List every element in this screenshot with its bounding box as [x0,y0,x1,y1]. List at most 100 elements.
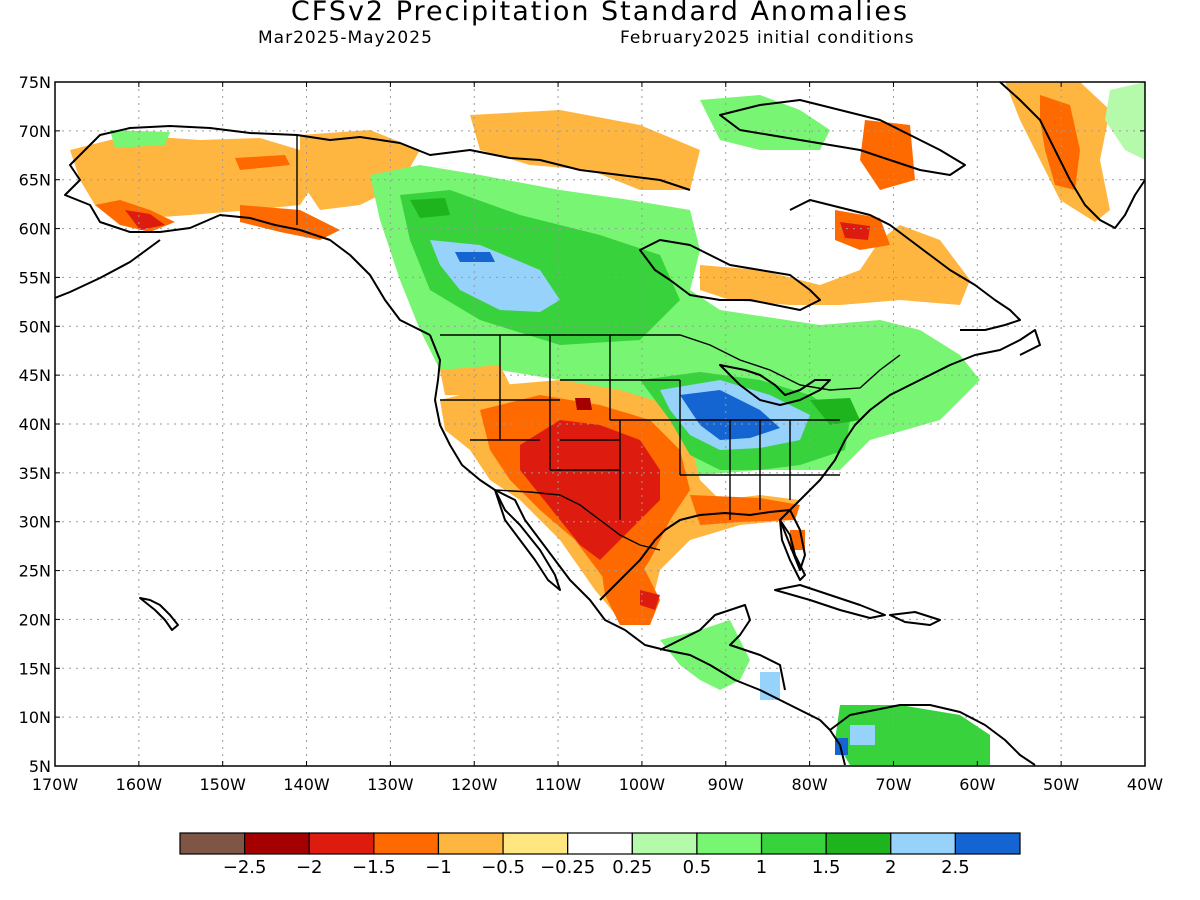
latitude-labels: 75N 70N 65N 60N 55N 50N 45N 40N 35N 30N 25N 20N 15N 1… [19,73,51,776]
lat-label: 25N [19,562,51,581]
northeast-wet [810,398,860,425]
lon-label: 110W [535,775,582,794]
lon-label: 70W [875,775,911,794]
lon-label: 100W [619,775,666,794]
gridlines [55,82,1145,766]
lat-label: 35N [19,464,51,483]
coastlines [55,82,1145,766]
colorbar-label: −1 [425,857,452,878]
colorbar-swatch [373,832,440,855]
alaska-west-coast [64,149,431,336]
colorbar-label: −1.5 [352,857,396,878]
baffin-east-dry [860,120,915,190]
alaska-southcoast-dry [240,205,340,240]
us-canada-border [440,334,901,391]
colorbar-swatch [954,832,1021,855]
colorbar-label: 1 [756,857,767,878]
yucatan-coast [659,604,786,691]
lat-label: 70N [19,122,51,141]
alaska-dry-spot [125,210,165,230]
canada-extreme-wet [455,252,495,262]
lon-label: 90W [708,775,744,794]
lat-label: 65N [19,171,51,190]
great-lakes [719,364,831,406]
axis-ticks [54,81,1146,767]
baffin-island [719,99,966,176]
lon-label: 120W [451,775,498,794]
hudson-bay-coast [639,239,821,311]
four-corners-spot [575,398,592,410]
forecast-period: Mar2025-May2025 [258,28,433,48]
cuba [774,584,886,619]
ohio-valley-extreme-wet [680,390,780,440]
greenland-dry-core [1040,95,1080,190]
greenland-wet [1105,82,1145,160]
lon-label: 140W [283,775,330,794]
colorbar-swatch [631,832,698,855]
greenland-coast [999,82,1145,229]
alaska-west-dry [235,155,290,170]
lon-label: 80W [792,775,828,794]
lon-label: 40W [1127,775,1163,794]
lon-label: 170W [32,775,79,794]
gulf-coast-dry [690,495,800,525]
lat-label: 60N [19,220,51,239]
labrador-coast [789,199,1021,331]
alaska-dry-region [70,135,320,220]
longitude-labels: 170W 160W 150W 140W 130W 120W 110W 100W 90W 80W 70… [32,775,1163,794]
colorbar-label: 1.5 [812,857,841,878]
florida [779,519,806,581]
arctic-islands-green [700,95,830,150]
colorbar-label: −2.5 [223,857,267,878]
lat-label: 5N [29,757,51,776]
us-mexico-border [494,489,661,551]
colorbar-label: −0.25 [540,857,595,878]
lat-label: 55N [19,268,51,287]
lon-label: 160W [116,775,163,794]
colorbar-swatch [760,832,827,855]
south-america-coast [829,704,1036,766]
colorbar-swatch [437,832,504,855]
colorbar-swatch [179,832,246,855]
colorbar-label: 0.25 [612,857,652,878]
lat-label: 20N [19,610,51,629]
baffin-dry [470,110,700,190]
aleutian-chain [55,239,161,299]
lat-label: 10N [19,708,51,727]
hawaii [139,597,179,631]
hispaniola [889,611,941,626]
colorbar-swatch [567,832,633,855]
lon-label: 50W [1043,775,1079,794]
baja-california [494,489,561,591]
lon-label: 130W [367,775,414,794]
lat-label: 75N [19,73,51,92]
lon-label: 60W [959,775,995,794]
quebec-dry-region [700,225,970,305]
colorbar-swatch [696,832,763,855]
colorbar-swatch [308,832,375,855]
colorbar-swatch [825,832,892,855]
lat-label: 50N [19,317,51,336]
hudson-bay-green [410,198,450,218]
lat-label: 15N [19,659,51,678]
state-lines [440,335,840,520]
colorbar-label: −2 [296,857,323,878]
pacific-nw-dry [440,365,510,395]
lat-label: 40N [19,415,51,434]
lon-label: 150W [200,775,247,794]
colorbar-swatch [502,832,569,855]
colorbar-label: 0.5 [683,857,712,878]
mexico-dry [600,560,660,625]
colorbar-swatch [244,832,310,855]
initial-conditions: February2025 initial conditions [620,28,915,48]
colorbar-swatch [890,832,956,855]
south-america-wet [835,705,990,765]
colorbar-label: 2 [885,857,896,878]
colorbar-label: 2.5 [941,857,970,878]
south-america-very-wet [850,725,875,745]
colorbar: −2.5 −2 −1.5 −1 −0.5 −0.25 0.25 0.5 1 1.5 2 2.5 [179,832,1021,878]
southwest-strong-dry [520,420,660,560]
gulf-coast [599,329,1041,601]
alaska-coastline [84,125,691,191]
